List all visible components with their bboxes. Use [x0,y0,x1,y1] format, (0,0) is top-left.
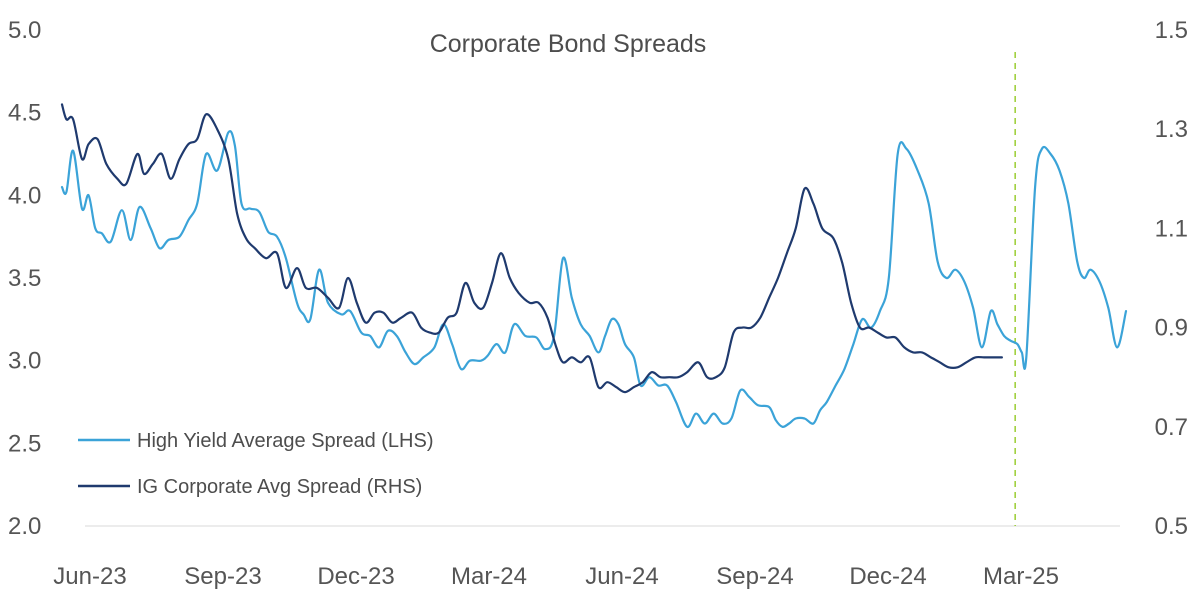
right-tick-label: 1.1 [1155,215,1188,242]
x-tick-label: Dec-24 [849,563,926,590]
right-tick-label: 0.9 [1155,315,1188,342]
x-axis: Jun-23 Sep-23 Dec-23 Mar-24 Jun-24 Sep-24 Dec-… [53,563,1059,590]
x-tick-label: Sep-24 [716,563,793,590]
x-tick-label: Mar-24 [451,563,527,590]
series-layer [60,103,1128,428]
left-tick-label: 2.5 [8,430,41,457]
x-tick-label: Jun-24 [585,563,658,590]
right-tick-label: 0.5 [1155,513,1188,540]
x-tick-label: Jun-23 [53,563,126,590]
ig-corporate-series-line [60,103,1003,394]
high-yield-series-line [60,130,1128,428]
x-tick-label: Dec-23 [317,563,394,590]
x-tick-label: Sep-23 [184,563,261,590]
right-axis: 0.5 0.7 0.9 1.1 1.3 1.5 [1155,17,1188,540]
left-axis: 2.0 2.5 3.0 3.5 4.0 4.5 5.0 [8,17,41,540]
left-tick-label: 3.5 [8,265,41,292]
left-tick-label: 3.0 [8,348,41,375]
left-tick-label: 4.5 [8,100,41,127]
chart-title: Corporate Bond Spreads [430,30,707,58]
left-tick-label: 4.0 [8,182,41,209]
legend-label-ig-corporate: IG Corporate Avg Spread (RHS) [137,476,422,498]
x-tick-label: Mar-25 [983,563,1059,590]
left-tick-label: 5.0 [8,17,41,44]
left-tick-label: 2.0 [8,513,41,540]
right-tick-label: 0.7 [1155,414,1188,441]
right-tick-label: 1.3 [1155,116,1188,143]
legend-label-high-yield: High Yield Average Spread (LHS) [137,430,433,452]
legend: High Yield Average Spread (LHS) IG Corpo… [78,430,433,498]
right-tick-label: 1.5 [1155,17,1188,44]
